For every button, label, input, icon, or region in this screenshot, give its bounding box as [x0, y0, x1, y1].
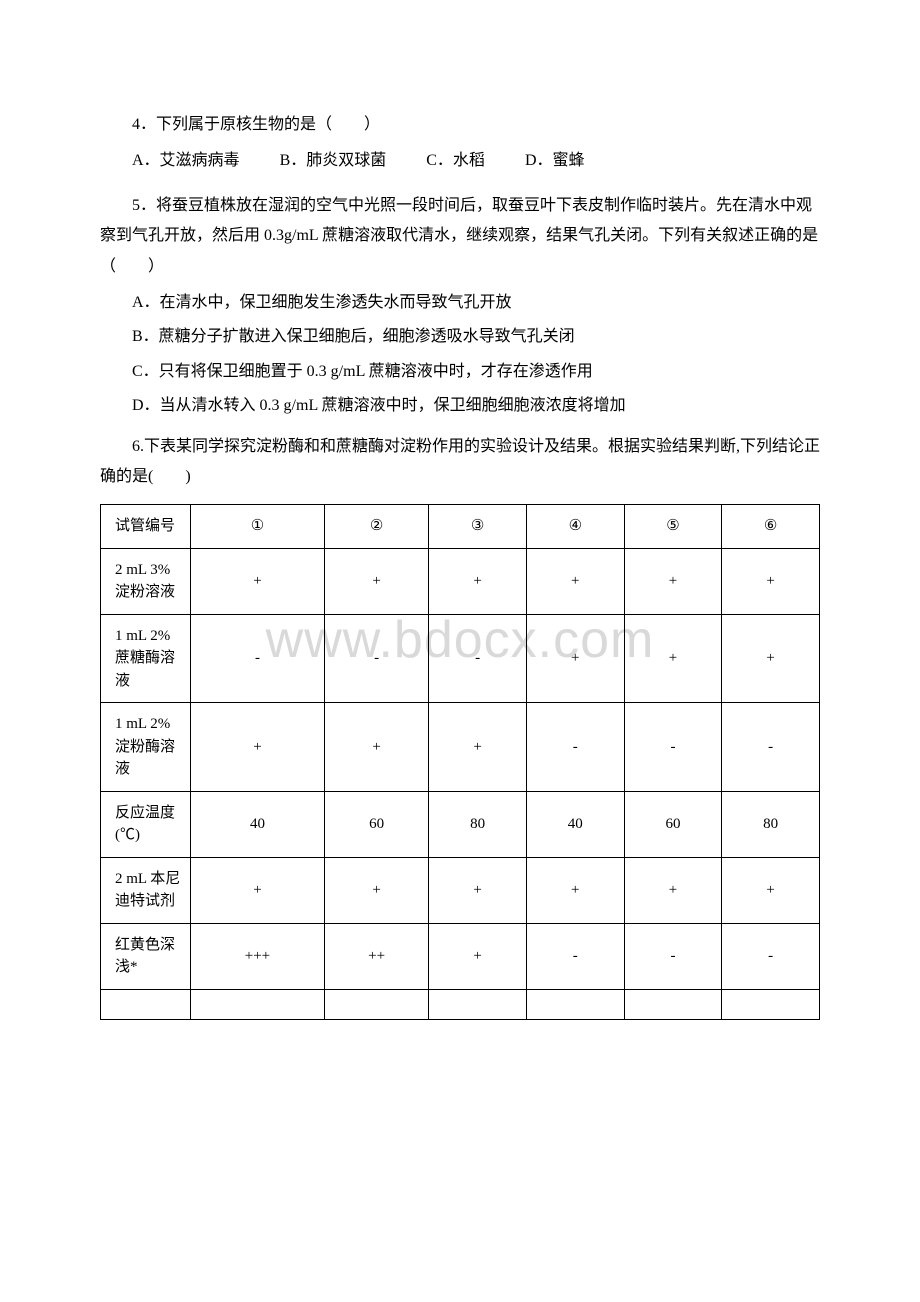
- table-row: 1 mL 2%淀粉酶溶液 + + + - - -: [101, 703, 820, 792]
- q5-option-b: B．蔗糖分子扩散进入保卫细胞后，细胞渗透吸水导致气孔关闭: [100, 322, 820, 352]
- col-header-6: ⑥: [722, 505, 820, 549]
- empty-cell: [324, 989, 428, 1019]
- table-cell: 40: [526, 791, 624, 857]
- q4-option-d: D．蜜蜂: [525, 152, 585, 169]
- table-cell: +: [429, 923, 527, 989]
- table-cell: ++: [324, 923, 428, 989]
- q6-text: 6.下表某同学探究淀粉酶和和蔗糖酶对淀粉作用的实验设计及结果。根据实验结果判断,…: [100, 432, 820, 493]
- col-header-4: ④: [526, 505, 624, 549]
- table-cell: 80: [429, 791, 527, 857]
- empty-cell: [429, 989, 527, 1019]
- empty-cell: [722, 989, 820, 1019]
- table-cell: -: [324, 614, 428, 703]
- experiment-table: 试管编号 ① ② ③ ④ ⑤ ⑥ 2 mL 3%淀粉溶液 + + + + + +…: [100, 504, 820, 1020]
- table-header-row: 试管编号 ① ② ③ ④ ⑤ ⑥: [101, 505, 820, 549]
- q4-option-a: A．艾滋病病毒: [132, 152, 240, 169]
- table-cell: +: [191, 703, 325, 792]
- col-header-0: 试管编号: [101, 505, 191, 549]
- table-cell: +++: [191, 923, 325, 989]
- table-cell: +: [191, 857, 325, 923]
- col-header-3: ③: [429, 505, 527, 549]
- q5-text: 5．将蚕豆植株放在湿润的空气中光照一段时间后，取蚕豆叶下表皮制作临时装片。先在清…: [100, 191, 820, 282]
- table-cell: +: [324, 703, 428, 792]
- table-cell: 60: [324, 791, 428, 857]
- table-row: 2 mL 本尼迪特试剂 + + + + + +: [101, 857, 820, 923]
- table-cell: +: [324, 857, 428, 923]
- table-cell: +: [191, 548, 325, 614]
- table-cell: -: [722, 703, 820, 792]
- col-header-1: ①: [191, 505, 325, 549]
- table-cell: +: [324, 548, 428, 614]
- row-label: 1 mL 2%淀粉酶溶液: [101, 703, 191, 792]
- table-cell: +: [526, 548, 624, 614]
- table-cell: -: [722, 923, 820, 989]
- table-cell: +: [429, 703, 527, 792]
- table-row: 反应温度(℃) 40 60 80 40 60 80: [101, 791, 820, 857]
- q5-option-d: D．当从清水转入 0.3 g/mL 蔗糖溶液中时，保卫细胞细胞液浓度将增加: [100, 391, 820, 421]
- table-cell: +: [722, 548, 820, 614]
- q5-option-a: A．在清水中，保卫细胞发生渗透失水而导致气孔开放: [100, 288, 820, 318]
- table-row: 1 mL 2%蔗糖酶溶液 - - - + + +: [101, 614, 820, 703]
- q4-option-c: C．水稻: [426, 152, 485, 169]
- empty-cell: [526, 989, 624, 1019]
- col-header-5: ⑤: [624, 505, 722, 549]
- table-cell: -: [624, 703, 722, 792]
- table-cell: -: [526, 923, 624, 989]
- table-cell: 80: [722, 791, 820, 857]
- q4-text: 4．下列属于原核生物的是（ ）: [100, 110, 820, 140]
- table-cell: +: [722, 857, 820, 923]
- row-label: 1 mL 2%蔗糖酶溶液: [101, 614, 191, 703]
- row-label: 2 mL 3%淀粉溶液: [101, 548, 191, 614]
- table-empty-row: [101, 989, 820, 1019]
- table-row: 红黄色深浅* +++ ++ + - - -: [101, 923, 820, 989]
- table-cell: +: [722, 614, 820, 703]
- q4-options: A．艾滋病病毒 B．肺炎双球菌 C．水稻 D．蜜蜂: [100, 146, 820, 176]
- table-cell: 60: [624, 791, 722, 857]
- table-cell: -: [624, 923, 722, 989]
- table-cell: 40: [191, 791, 325, 857]
- q4-option-b: B．肺炎双球菌: [280, 152, 387, 169]
- table-cell: -: [429, 614, 527, 703]
- col-header-2: ②: [324, 505, 428, 549]
- table-row: 2 mL 3%淀粉溶液 + + + + + +: [101, 548, 820, 614]
- row-label: 红黄色深浅*: [101, 923, 191, 989]
- empty-cell: [624, 989, 722, 1019]
- table-cell: +: [624, 614, 722, 703]
- row-label: 2 mL 本尼迪特试剂: [101, 857, 191, 923]
- table-cell: -: [191, 614, 325, 703]
- table-cell: +: [429, 548, 527, 614]
- row-label: 反应温度(℃): [101, 791, 191, 857]
- table-cell: -: [526, 703, 624, 792]
- empty-cell: [191, 989, 325, 1019]
- table-cell: +: [624, 857, 722, 923]
- table-cell: +: [526, 857, 624, 923]
- q5-option-c: C．只有将保卫细胞置于 0.3 g/mL 蔗糖溶液中时，才存在渗透作用: [100, 357, 820, 387]
- empty-cell: [101, 989, 191, 1019]
- table-cell: +: [526, 614, 624, 703]
- table-cell: +: [429, 857, 527, 923]
- table-cell: +: [624, 548, 722, 614]
